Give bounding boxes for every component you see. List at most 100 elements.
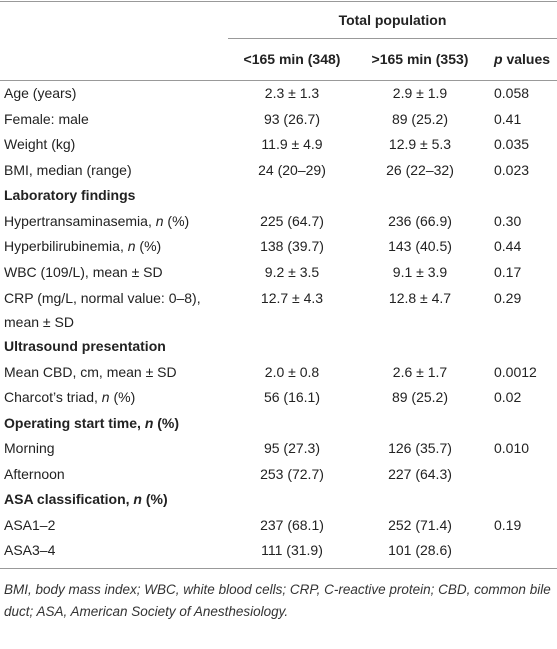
column-header: Characteristic bbox=[0, 38, 228, 81]
cell: 89 (25.2) bbox=[391, 110, 449, 127]
cell: 126 (35.7) bbox=[388, 440, 452, 456]
cell: 138 (39.7) bbox=[260, 238, 324, 254]
row-label: ASA1–2 bbox=[4, 516, 56, 533]
section-row: Operating start time, n (%) bbox=[0, 411, 557, 437]
data-row: CRP (mg/L, normal value: 0–8), mean ± SD… bbox=[0, 285, 557, 334]
cell: 12.9 ± 5.3 bbox=[388, 136, 452, 152]
data-table: Total populationCharacteristic<165 min (… bbox=[0, 1, 557, 569]
cell: 2.6 ± 1.7 bbox=[392, 363, 448, 380]
cell: 11.9 ± 4.9 bbox=[261, 136, 323, 152]
cell bbox=[484, 538, 557, 569]
text-segment: (%) bbox=[163, 212, 190, 229]
cell: 0.44 bbox=[494, 238, 522, 254]
cell: 0.02 bbox=[494, 389, 522, 405]
text-segment: n bbox=[127, 238, 136, 254]
cell: 101 (28.6) bbox=[356, 538, 484, 569]
cell: 111 (31.9) bbox=[228, 538, 356, 569]
text-segment: Hypertransaminasemia, bbox=[4, 212, 156, 229]
column-header: <165 min (348) bbox=[228, 38, 356, 81]
data-row: Hyperbilirubinemia, n (%) 138 (39.7) 143 (… bbox=[0, 234, 557, 260]
row-label: Charcot’s triad, n (%) bbox=[0, 385, 228, 411]
cell: 12.8 ± 4.7 bbox=[388, 290, 452, 306]
text-segment: n bbox=[101, 389, 110, 405]
text-segment: Hyperbilirubinemia, bbox=[4, 238, 128, 254]
row-label: Afternoon bbox=[4, 465, 65, 482]
data-row: Morning 95 (27.3) 126 (35.7) 0.010 bbox=[0, 436, 557, 462]
cell: 0.058 bbox=[494, 85, 530, 101]
row-label: Female: male bbox=[4, 110, 89, 127]
cell: 2.9 ± 1.9 bbox=[392, 85, 448, 101]
row-label: Weight (kg) bbox=[4, 136, 76, 152]
cell: 24 (20–29) bbox=[258, 161, 326, 178]
text-segment: ASA classification, bbox=[4, 491, 134, 507]
cell: 93 (26.7) bbox=[263, 110, 321, 127]
cell bbox=[484, 462, 557, 488]
table-body: Total populationCharacteristic<165 min (… bbox=[0, 1, 557, 569]
cell: 26 (22–32) bbox=[386, 161, 454, 178]
cell: 0.010 bbox=[494, 440, 530, 456]
text-segment: (%) bbox=[141, 491, 168, 507]
text-segment: (%) bbox=[109, 389, 136, 405]
column-header: p values bbox=[484, 38, 557, 81]
section-label: Laboratory findings bbox=[4, 187, 136, 203]
cell: 225 (64.7) bbox=[260, 212, 324, 229]
cell: 0.29 bbox=[494, 290, 522, 306]
column-header: >165 min (353) bbox=[356, 38, 484, 81]
cell: 95 (27.3) bbox=[263, 440, 321, 456]
text-segment: (%) bbox=[153, 414, 180, 431]
cell: 56 (16.1) bbox=[263, 389, 321, 405]
text-segment: (%) bbox=[135, 238, 162, 254]
data-row: Hypertransaminasemia, n (%) 225 (64.7) 236… bbox=[0, 209, 557, 235]
data-row: Afternoon 253 (72.7) 227 (64.3) bbox=[0, 462, 557, 488]
section-label: ASA classification, n (%) bbox=[0, 487, 557, 513]
cell: 2.3 ± 1.3 bbox=[264, 85, 320, 101]
cell: 89 (25.2) bbox=[391, 389, 449, 405]
cell: 12.7 ± 4.3 bbox=[260, 290, 324, 306]
section-row: ASA classification, n (%) bbox=[0, 487, 557, 513]
section-label: Operating start time, n (%) bbox=[0, 411, 557, 437]
text-segment: n bbox=[133, 491, 142, 507]
header-row: Total population bbox=[0, 1, 557, 39]
row-label: Mean CBD, cm, mean ± SD bbox=[4, 363, 177, 380]
section-row: Ultrasound presentation bbox=[0, 334, 557, 360]
cell: 227 (64.3) bbox=[388, 465, 452, 482]
row-label: WBC (109/L), mean ± SD bbox=[4, 263, 163, 280]
cell: 0.023 bbox=[494, 161, 530, 178]
section-row: Laboratory findings bbox=[0, 183, 557, 209]
text-segment: Operating start time, bbox=[4, 414, 145, 431]
row-label: Age (years) bbox=[4, 85, 77, 101]
data-row: Mean CBD, cm, mean ± SD 2.0 ± 0.8 2.6 ± 1.… bbox=[0, 360, 557, 386]
cell: 2.0 ± 0.8 bbox=[264, 363, 320, 380]
data-row: ASA1–2 237 (68.1) 252 (71.4) 0.19 bbox=[0, 513, 557, 539]
text-segment: p bbox=[494, 51, 503, 67]
data-row: Age (years) 2.3 ± 1.3 2.9 ± 1.9 0.058 bbox=[0, 81, 557, 107]
cell: 237 (68.1) bbox=[260, 516, 324, 533]
text-segment: n bbox=[144, 414, 154, 431]
row-label: Morning bbox=[4, 440, 55, 456]
footnote: BMI, body mass index; WBC, white blood c… bbox=[4, 581, 551, 619]
row-label: CRP (mg/L, normal value: 0–8), mean ± SD bbox=[4, 290, 201, 330]
text-segment: n bbox=[155, 212, 164, 229]
cell: 0.0012 bbox=[494, 363, 537, 380]
cell: 236 (66.9) bbox=[388, 212, 452, 229]
data-row: ASA3–4 111 (31.9) 101 (28.6) bbox=[0, 538, 557, 569]
text-segment: values bbox=[502, 51, 551, 67]
row-label: BMI, median (range) bbox=[4, 161, 132, 178]
cell: 0.035 bbox=[494, 136, 530, 152]
cell: 0.19 bbox=[494, 516, 522, 533]
header-cell bbox=[0, 2, 228, 39]
text-segment: Charcot’s triad, bbox=[4, 389, 102, 405]
group-header: Total population bbox=[228, 1, 557, 39]
cell: 252 (71.4) bbox=[388, 516, 452, 533]
header-row: Characteristic<165 min (348)>165 min (35… bbox=[0, 38, 557, 81]
cell: 253 (72.7) bbox=[260, 465, 324, 482]
data-row: Weight (kg) 11.9 ± 4.9 12.9 ± 5.3 0.035 bbox=[0, 132, 557, 158]
row-label: ASA3–4 bbox=[0, 538, 228, 569]
row-label: Hyperbilirubinemia, n (%) bbox=[0, 234, 228, 260]
data-row: Female: male 93 (26.7) 89 (25.2) 0.41 bbox=[0, 107, 557, 133]
cell: 9.1 ± 3.9 bbox=[392, 263, 448, 280]
row-label: Hypertransaminasemia, n (%) bbox=[0, 209, 228, 235]
cell: 143 (40.5) bbox=[388, 238, 452, 254]
cell: 0.41 bbox=[494, 110, 522, 127]
